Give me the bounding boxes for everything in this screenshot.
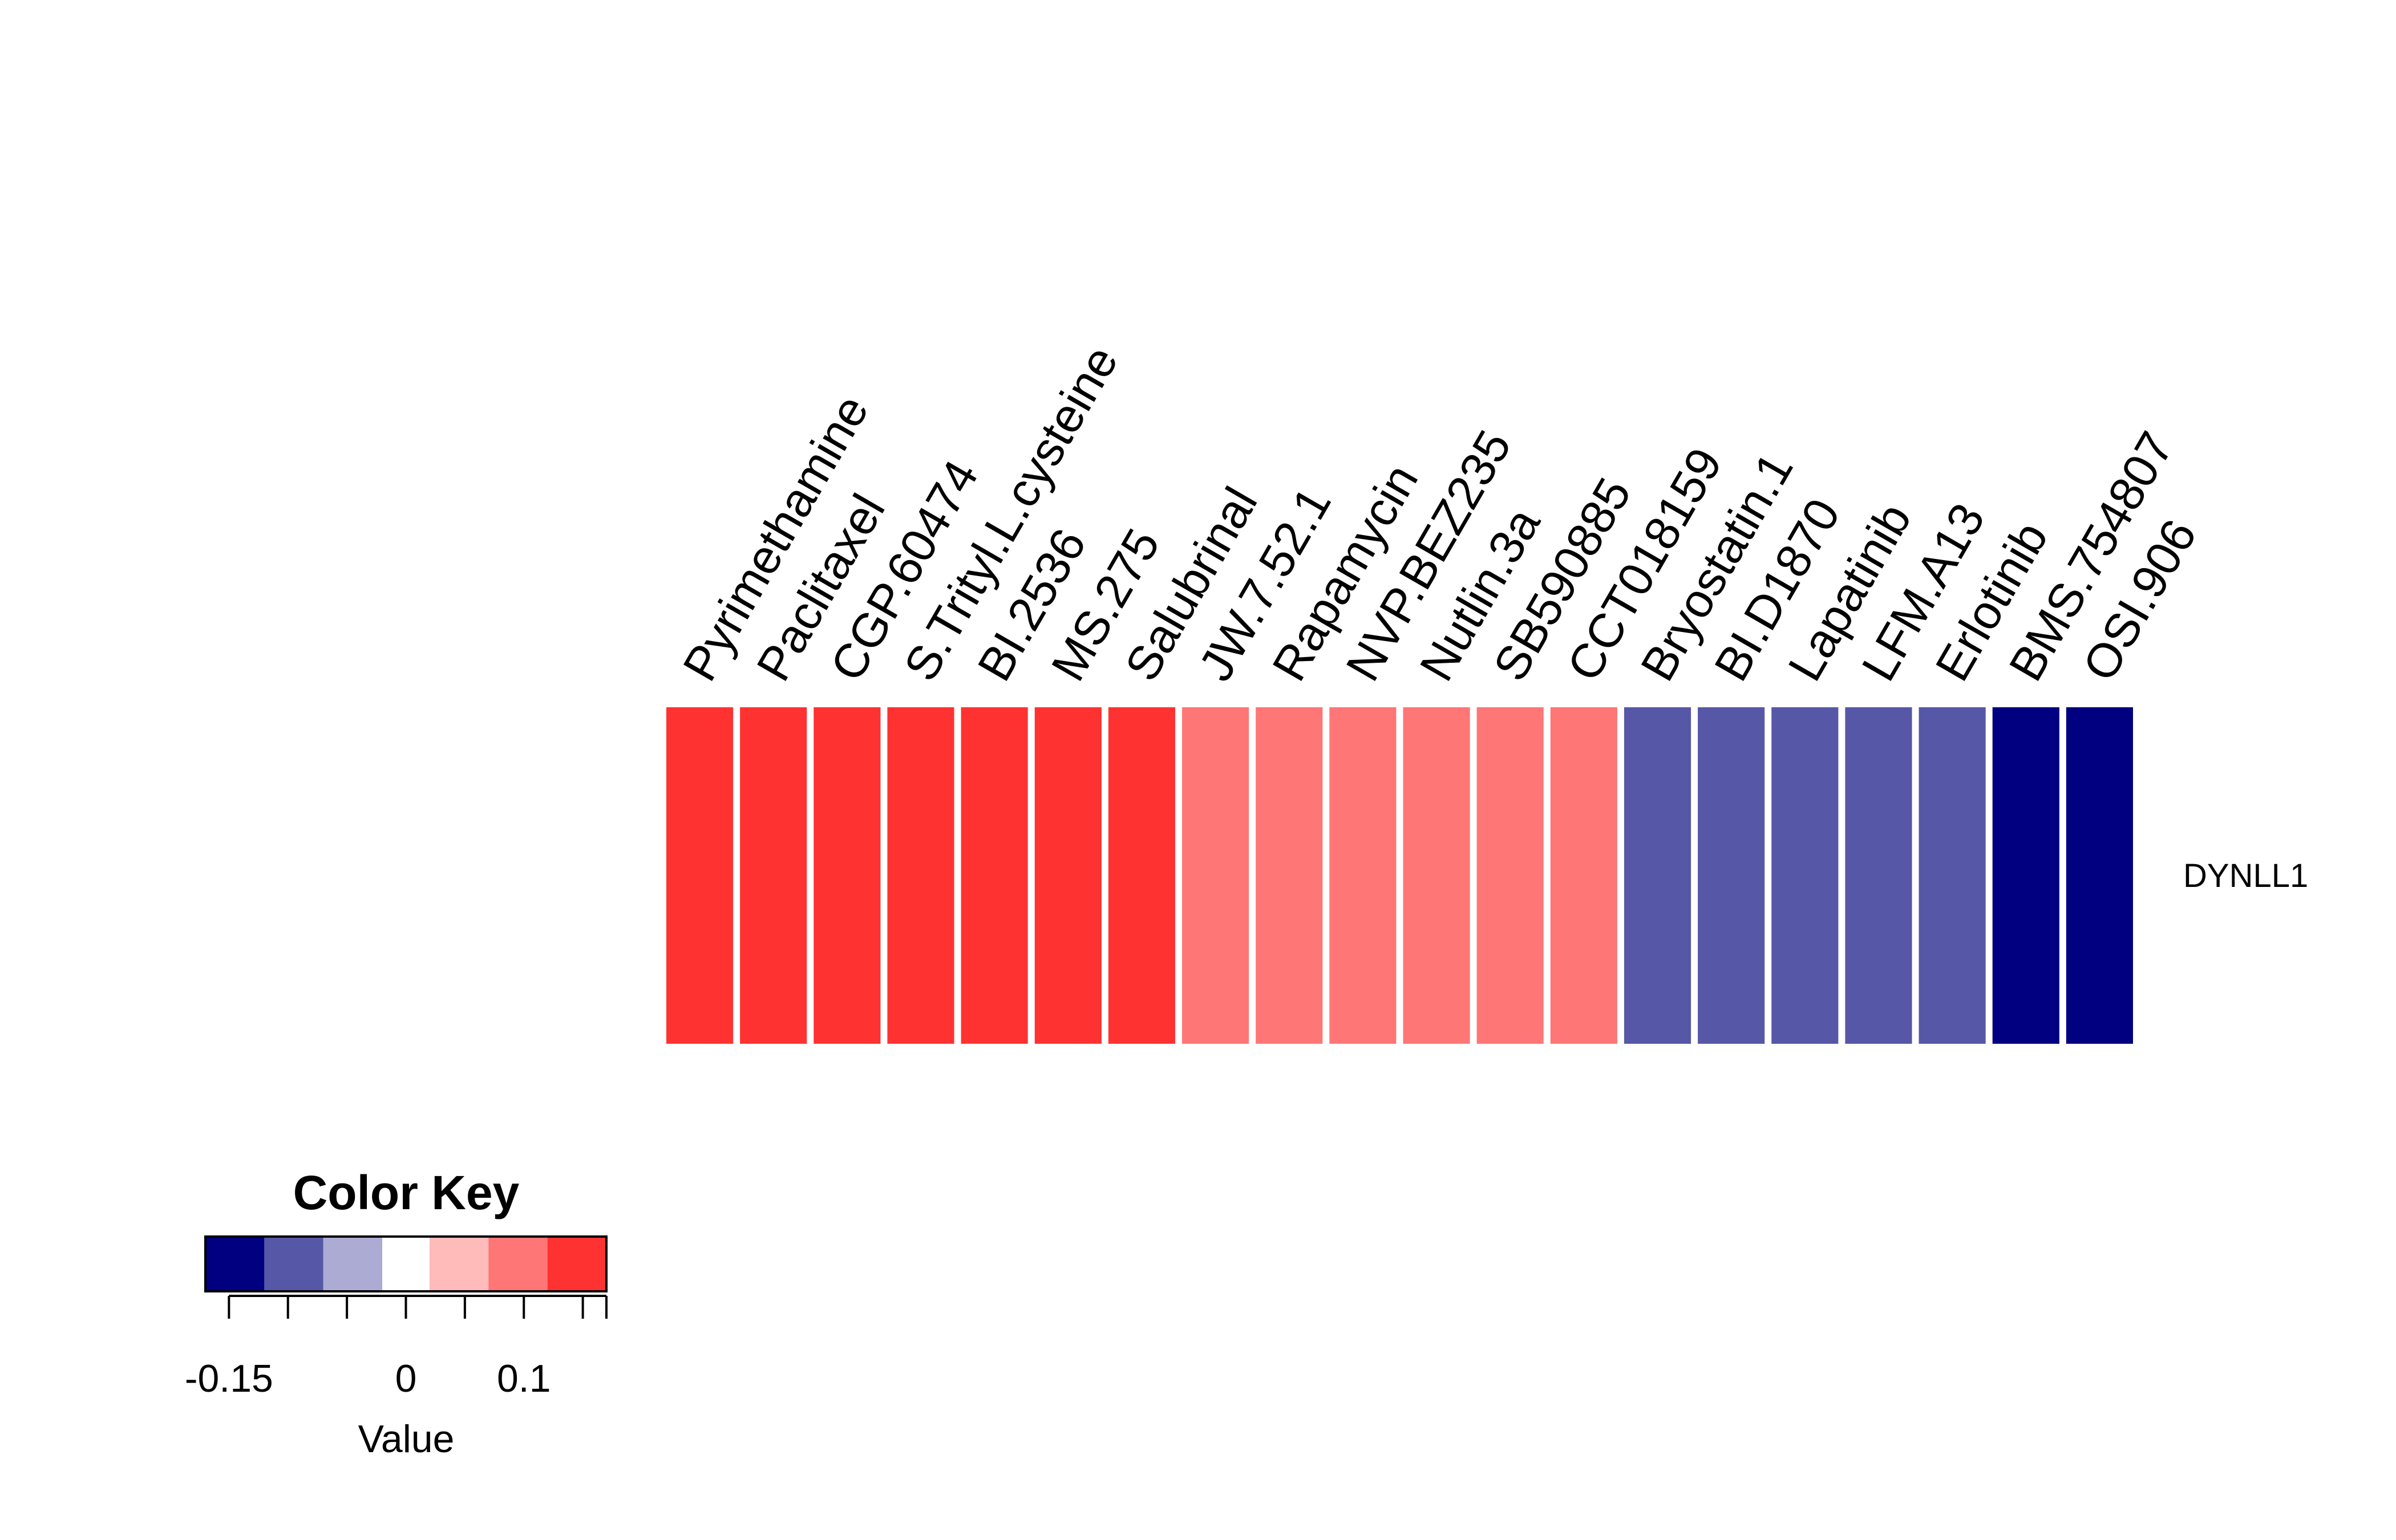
heatmap-cell <box>740 707 807 1044</box>
heatmap-cell <box>1550 707 1617 1044</box>
color-key-axis: -0.15 0 0.1 <box>185 1295 608 1400</box>
color-key-swatch <box>488 1237 548 1291</box>
heatmap-cell <box>1624 707 1691 1044</box>
color-key-swatch <box>205 1237 265 1291</box>
heatmap-cell <box>1476 707 1544 1044</box>
color-key-swatch <box>323 1237 383 1291</box>
column-labels: PyrimethaminePaclitaxelCGP.60474S.Trityl… <box>673 337 2207 690</box>
color-key-tick-label: 0 <box>395 1357 417 1400</box>
color-key-swatch <box>547 1237 606 1291</box>
heatmap-cell <box>1182 707 1249 1044</box>
heatmap-cell <box>1698 707 1765 1044</box>
heatmap-cell <box>666 707 734 1044</box>
color-key-swatches <box>205 1237 606 1291</box>
color-key-swatch <box>429 1237 489 1291</box>
row-labels: DYNLL1 <box>2183 857 2308 894</box>
color-key-title: Color Key <box>293 1166 520 1219</box>
heatmap-cell <box>1919 707 1986 1044</box>
heatmap-cell <box>1845 707 1912 1044</box>
heatmap-cell <box>1329 707 1397 1044</box>
color-key: Color Key -0.15 0 0.1 Value <box>185 1166 608 1461</box>
heatmap-cell <box>1992 707 2059 1044</box>
color-key-tick-label: -0.15 <box>185 1357 273 1400</box>
heatmap-cell <box>1108 707 1176 1044</box>
heatmap-cell <box>887 707 954 1044</box>
heatmap-cell <box>1403 707 1470 1044</box>
heatmap-cell <box>2066 707 2133 1044</box>
color-key-border <box>204 1235 608 1292</box>
color-key-tick-label: 0.1 <box>497 1357 551 1400</box>
heatmap-cell <box>1034 707 1102 1044</box>
row-label: DYNLL1 <box>2183 857 2308 894</box>
color-key-xlabel: Value <box>358 1417 455 1461</box>
heatmap-cell <box>813 707 881 1044</box>
heatmap-cell <box>961 707 1028 1044</box>
heatmap-cell <box>1256 707 1323 1044</box>
color-key-swatch <box>264 1237 323 1291</box>
heatmap-cell <box>1771 707 1839 1044</box>
color-key-swatch <box>382 1237 430 1291</box>
heatmap-cells <box>666 707 2133 1044</box>
